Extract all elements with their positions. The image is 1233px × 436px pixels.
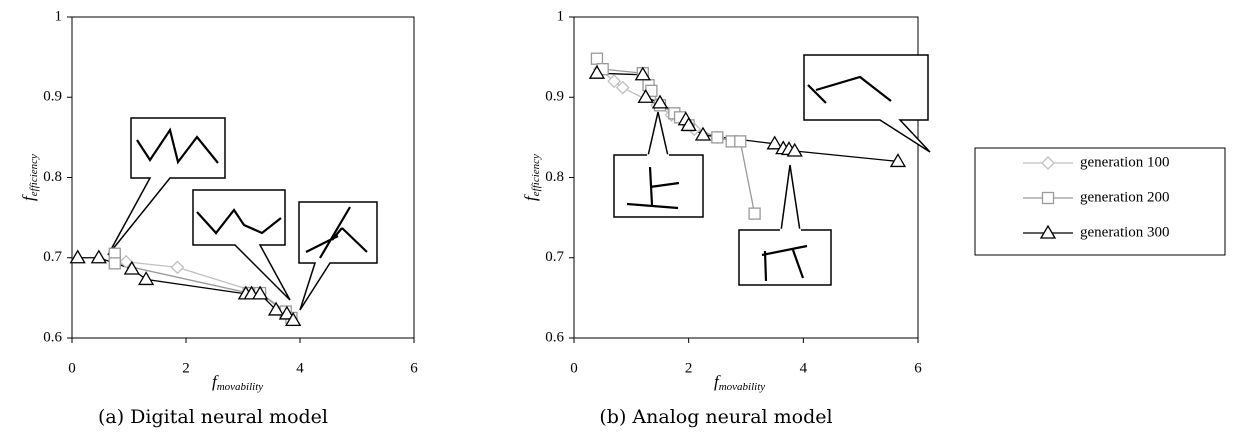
- y-tick-label: 0.8: [545, 169, 564, 185]
- marker-square: [108, 257, 121, 270]
- marker-triangle: [90, 249, 107, 264]
- y-tick-label: 1: [55, 8, 63, 24]
- marker-triangle: [680, 117, 697, 131]
- marker-triangle: [786, 142, 803, 157]
- marker-triangle: [278, 305, 296, 320]
- y-axis-label: fefficiency: [521, 154, 542, 201]
- marker-triangle: [889, 153, 907, 168]
- y-axis-label-main: f: [19, 194, 38, 201]
- robot-callout: [298, 201, 378, 311]
- marker-triangle: [69, 249, 86, 264]
- x-axis-label-sub: movability: [719, 381, 766, 393]
- marker-triangle: [651, 94, 669, 109]
- caption: (b) Analog neural model: [599, 406, 832, 428]
- marker-triangle: [267, 301, 285, 316]
- marker-triangle: [123, 260, 140, 275]
- marker-diamond: [615, 80, 630, 95]
- robot-callout: [738, 164, 832, 286]
- marker-triangle: [285, 312, 302, 326]
- y-axis-label: fefficiency: [19, 154, 40, 201]
- x-axis-label: fmovability: [212, 372, 263, 393]
- y-tick-label: 0.6: [43, 329, 62, 345]
- y-tick-label: 0.9: [43, 89, 62, 105]
- x-axis-label: fmovability: [714, 372, 765, 393]
- legend-label: generation 200: [1080, 189, 1170, 205]
- marker-triangle: [1039, 224, 1057, 239]
- marker-triangle: [251, 285, 269, 300]
- x-tick-label: 2: [182, 360, 190, 376]
- x-axis-label-main: f: [212, 372, 219, 391]
- x-tick-label: 0: [68, 360, 76, 376]
- marker-triangle: [694, 126, 712, 141]
- x-tick-label: 6: [410, 360, 418, 376]
- robot-callout: [613, 111, 704, 218]
- marker-triangle: [637, 88, 654, 103]
- y-tick-label: 0.6: [545, 329, 564, 345]
- y-axis-label-sub: efficiency: [28, 154, 40, 196]
- x-tick-label: 4: [296, 360, 304, 376]
- robot-callout: [803, 54, 931, 153]
- x-tick-label: 2: [685, 360, 693, 376]
- marker-triangle: [588, 64, 606, 79]
- y-tick-label: 0.7: [43, 249, 62, 265]
- y-axis-label-main: f: [521, 194, 540, 201]
- robot-callout: [192, 189, 291, 301]
- marker-square: [1041, 191, 1055, 205]
- x-tick-label: 6: [914, 360, 922, 376]
- y-tick-label: 0.7: [545, 249, 564, 265]
- marker-triangle: [634, 66, 651, 81]
- x-axis-label-main: f: [714, 372, 721, 391]
- marker-diamond: [1041, 156, 1055, 170]
- marker-triangle: [137, 271, 155, 286]
- caption: (a) Digital neural model: [98, 406, 328, 428]
- marker-square: [748, 207, 761, 220]
- legend-label: generation 300: [1080, 224, 1170, 240]
- legend-box: [974, 147, 1226, 256]
- marker-diamond: [119, 254, 134, 269]
- marker-triangle: [766, 135, 783, 150]
- x-tick-label: 4: [800, 360, 808, 376]
- robot-callout: [107, 117, 226, 256]
- marker-square: [590, 52, 604, 65]
- marker-square: [734, 135, 747, 148]
- marker-diamond: [607, 74, 622, 89]
- y-tick-label: 0.9: [545, 89, 564, 105]
- legend-label: generation 100: [1080, 154, 1170, 170]
- y-axis-label-sub: efficiency: [530, 154, 542, 196]
- marker-square: [711, 131, 724, 144]
- marker-diamond: [170, 260, 185, 275]
- x-tick-label: 0: [570, 360, 578, 376]
- x-axis-label-sub: movability: [217, 381, 264, 393]
- y-tick-label: 0.8: [43, 169, 62, 185]
- series-line: [126, 261, 290, 317]
- y-tick-label: 1: [557, 8, 565, 24]
